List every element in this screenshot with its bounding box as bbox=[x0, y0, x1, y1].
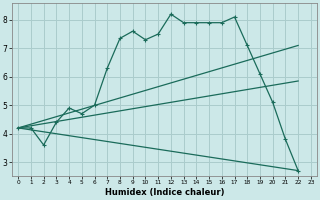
X-axis label: Humidex (Indice chaleur): Humidex (Indice chaleur) bbox=[105, 188, 224, 197]
